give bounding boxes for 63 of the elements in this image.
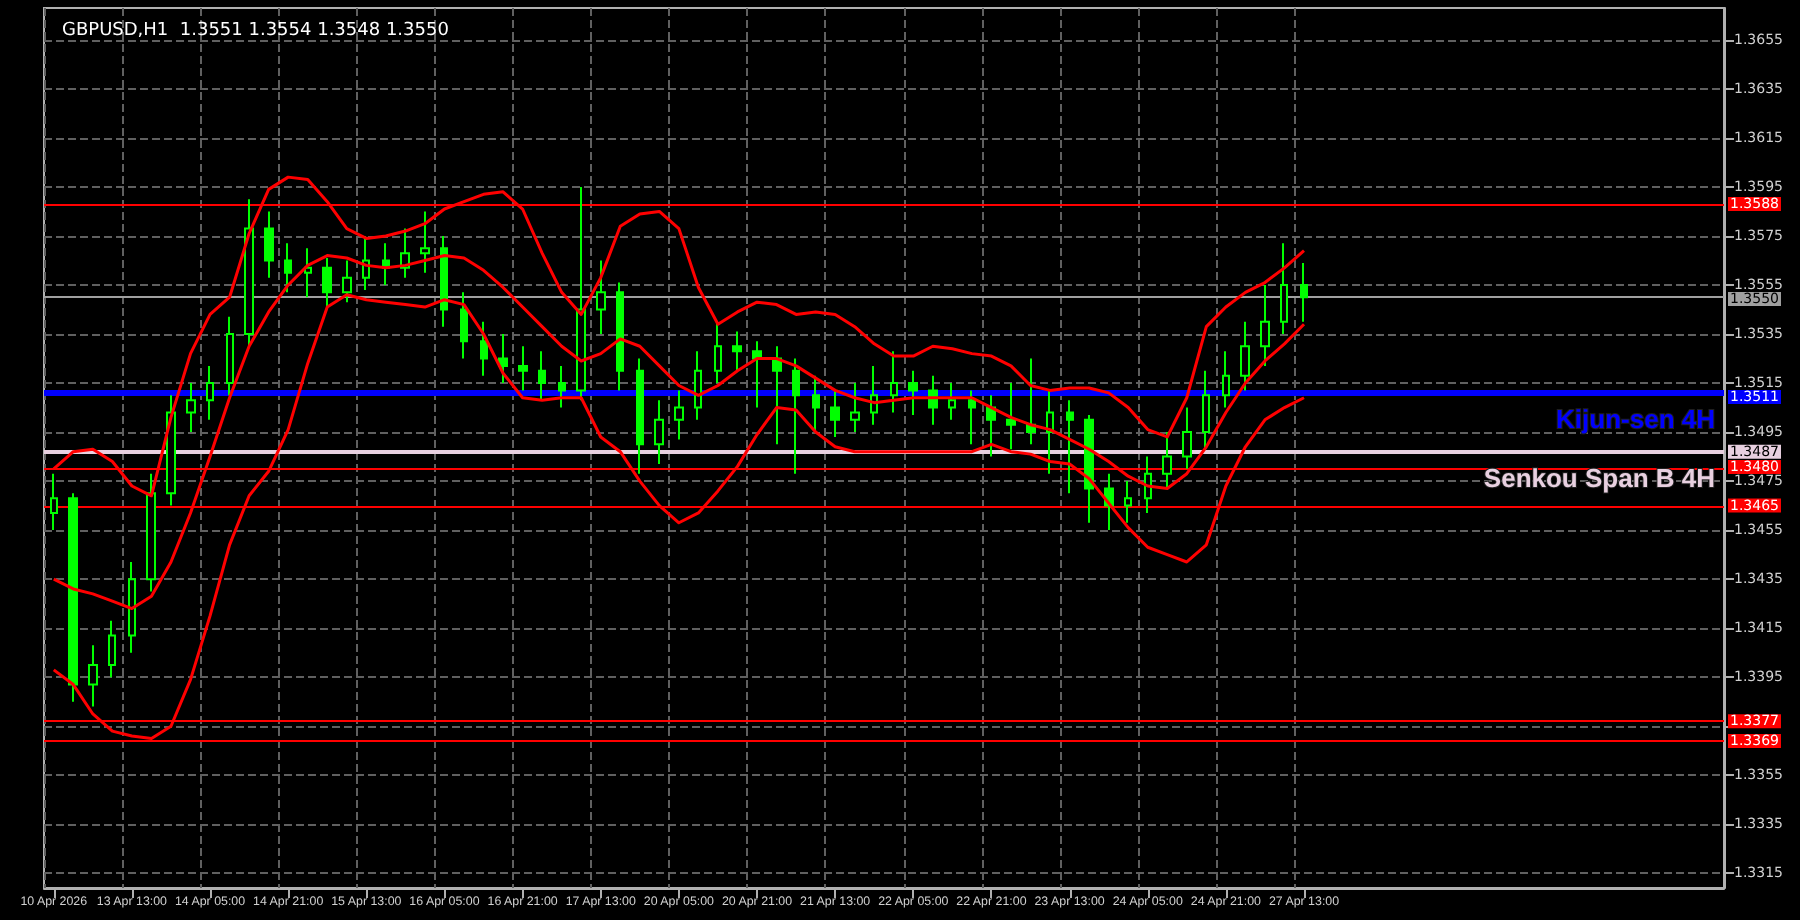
candlestick: [88, 644, 98, 708]
candlestick: [108, 619, 116, 679]
candlestick: [654, 399, 664, 465]
candlestick: [460, 291, 468, 360]
candlestick: [518, 345, 528, 392]
candlestick: [304, 247, 312, 299]
candlestick: [714, 320, 722, 385]
annotation: Senkou Span B 4H: [1483, 462, 1715, 493]
candlestick: [264, 210, 274, 279]
candlestick: [694, 350, 702, 421]
candlestick: [752, 340, 762, 409]
candlestick: [830, 389, 840, 438]
candlestick: [284, 242, 292, 294]
candlestick: [596, 259, 606, 336]
candlestick: [1260, 283, 1270, 367]
candlestick: [948, 382, 956, 421]
candlestick: [772, 345, 782, 446]
candlestick: [1162, 431, 1172, 490]
candlestick: [1124, 480, 1132, 524]
candlestick: [1026, 357, 1036, 446]
candlestick: [186, 382, 196, 434]
candlestick: [342, 259, 352, 304]
candlestick: [1222, 350, 1230, 409]
candlestick: [986, 394, 996, 458]
candlestick: [1182, 406, 1192, 470]
candlestick: [636, 357, 644, 475]
candlestick: [792, 357, 800, 475]
candlestick: [1202, 369, 1210, 451]
candlestick: [382, 242, 390, 286]
candlestick: [558, 364, 566, 409]
candlestick: [870, 364, 878, 426]
candlestick: [968, 389, 976, 446]
candlestick: [576, 185, 586, 402]
candlestick: [1300, 261, 1308, 323]
candlestick: [1046, 389, 1054, 475]
candlestick: [850, 382, 860, 434]
candlestick: [420, 210, 430, 274]
candlestick: [50, 472, 58, 532]
candlestick: [480, 320, 488, 377]
candlestick: [812, 374, 820, 434]
candlestick: [166, 394, 176, 507]
candlestick: [908, 369, 918, 416]
candlestick: [1006, 382, 1016, 451]
candlestick: [498, 333, 508, 385]
candlestick: [1280, 242, 1288, 336]
candlestick: [128, 560, 136, 654]
annotation: Kijun-sen 4H: [1556, 403, 1716, 434]
candlestick: [1066, 399, 1074, 495]
candlestick: [322, 257, 332, 311]
candlestick: [732, 330, 742, 372]
candlestick: [616, 281, 624, 392]
candlestick: [1084, 413, 1094, 524]
candlestick: [68, 492, 78, 703]
candlestick: [206, 364, 214, 421]
candlestick: [244, 198, 254, 348]
candlestick: [440, 234, 448, 328]
candlestick: [226, 315, 234, 397]
text: GBPUSD,H1 1.3551 1.3554 1.3548 1.3550: [62, 21, 450, 41]
candlestick: [538, 350, 546, 402]
candlestick: [146, 472, 156, 593]
candlestick: [1240, 320, 1250, 392]
candlestick: [890, 350, 898, 414]
candlestick: [674, 389, 684, 441]
